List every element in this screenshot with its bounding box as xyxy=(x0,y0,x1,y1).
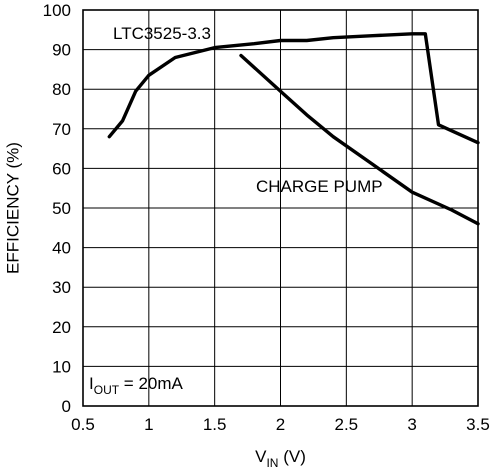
x-tick-label: 3.5 xyxy=(466,415,490,434)
y-tick-label: 40 xyxy=(52,239,71,258)
plot-frame xyxy=(82,9,479,407)
series-line-charge-pump xyxy=(239,53,480,226)
x-axis-label-main: V xyxy=(255,447,267,466)
y-tick-label: 20 xyxy=(52,318,71,337)
x-axis-label: VIN (V) xyxy=(255,447,306,468)
y-tick-label: 100 xyxy=(43,1,71,20)
y-tick-label: 60 xyxy=(52,159,71,178)
y-tick-label: 90 xyxy=(52,41,71,60)
y-tick-label: 0 xyxy=(62,397,71,416)
x-tick-label: 2.5 xyxy=(335,415,359,434)
x-tick-label: 0.5 xyxy=(71,415,95,434)
condition-sub: OUT xyxy=(94,383,120,397)
condition-annotation: IOUT = 20mA xyxy=(89,374,184,397)
y-tick-label: 10 xyxy=(52,357,71,376)
x-tick-label: 3 xyxy=(407,415,416,434)
series-line-ltc3525 xyxy=(107,32,480,145)
tick-labels: 0.5 1 1.5 2 2.5 3 3.5 0 10 20 30 40 50 60 70 80 90 100 xyxy=(43,1,490,434)
x-tick-label: 1 xyxy=(144,415,153,434)
condition-main: I xyxy=(89,374,94,393)
x-tick-label: 2 xyxy=(276,415,285,434)
condition-rest: = 20mA xyxy=(119,374,183,393)
x-tick-label: 1.5 xyxy=(203,415,227,434)
y-axis-label: EFFICIENCY (%) xyxy=(3,142,22,274)
grid xyxy=(82,9,479,407)
y-tick-label: 80 xyxy=(52,80,71,99)
y-tick-label: 70 xyxy=(52,120,71,139)
x-axis-label-unit: (V) xyxy=(278,447,305,466)
y-tick-label: 30 xyxy=(52,278,71,297)
y-tick-label: 50 xyxy=(52,199,71,218)
series-layer xyxy=(107,32,480,226)
series-label-ltc3525: LTC3525-3.3 xyxy=(113,24,211,43)
x-axis-label-sub: IN xyxy=(266,456,278,468)
series-label-charge-pump: CHARGE PUMP xyxy=(256,177,383,196)
